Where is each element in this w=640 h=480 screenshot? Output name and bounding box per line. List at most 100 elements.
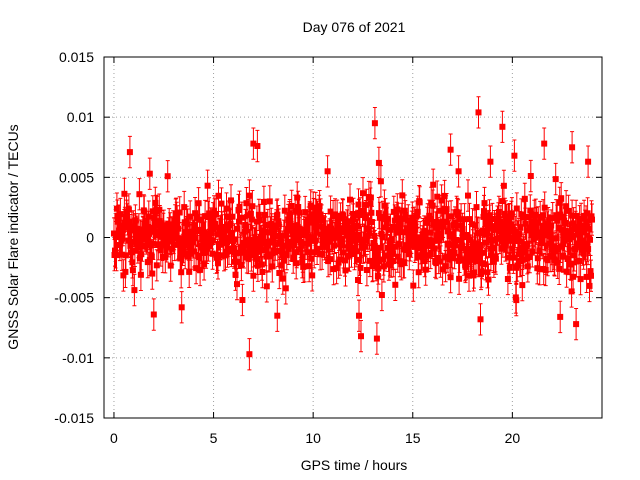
data-point (275, 221, 282, 228)
data-point (254, 255, 261, 262)
data-point (570, 273, 577, 280)
data-point (392, 281, 399, 288)
data-point (184, 221, 191, 228)
data-point (558, 195, 565, 202)
data-point (136, 191, 143, 198)
data-point (181, 204, 188, 211)
data-point (236, 203, 243, 210)
data-point (396, 258, 403, 265)
data-point (150, 311, 157, 318)
data-point (373, 335, 380, 342)
data-point (434, 193, 441, 200)
data-point (339, 242, 345, 249)
data-point (202, 230, 209, 237)
data-point (123, 212, 130, 219)
data-point (466, 216, 473, 223)
data-point (506, 264, 513, 271)
data-point (518, 238, 525, 245)
data-point (322, 226, 329, 233)
data-point (421, 228, 428, 235)
data-point (413, 213, 420, 220)
data-point (304, 249, 311, 256)
data-point (111, 230, 117, 237)
data-point (443, 206, 450, 213)
data-point (306, 214, 313, 221)
data-point (347, 237, 354, 244)
data-point (557, 313, 564, 320)
data-point (546, 240, 553, 247)
data-point (260, 199, 267, 205)
data-point (317, 211, 324, 218)
data-point (464, 258, 470, 265)
data-point (467, 237, 473, 243)
data-point (312, 205, 319, 211)
data-point (363, 267, 370, 273)
data-point (382, 224, 389, 231)
data-point (448, 213, 455, 220)
data-point (459, 226, 466, 232)
data-point (301, 263, 308, 270)
data-point (395, 215, 402, 222)
data-point (255, 246, 262, 253)
data-point (556, 199, 563, 206)
data-point (585, 246, 592, 252)
data-point (280, 252, 287, 259)
data-point (131, 287, 138, 294)
data-point (499, 198, 506, 205)
data-point (298, 242, 305, 249)
data-point (503, 238, 510, 244)
data-point (441, 193, 448, 199)
data-point (203, 249, 210, 256)
data-point (485, 276, 492, 283)
data-point (139, 242, 146, 249)
data-point (148, 253, 155, 260)
data-point (479, 249, 486, 256)
data-point (507, 228, 514, 235)
data-point (572, 246, 579, 253)
data-point (451, 250, 458, 256)
data-point (452, 242, 459, 249)
x-tick-label: 5 (210, 430, 218, 446)
data-point (275, 218, 282, 225)
data-point (444, 228, 451, 235)
data-point (150, 225, 157, 231)
data-point (507, 237, 514, 244)
data-point (577, 236, 584, 243)
data-point (588, 213, 595, 220)
data-point (549, 215, 556, 222)
data-point (125, 206, 132, 213)
data-point (209, 250, 216, 257)
data-point (122, 252, 129, 259)
data-point (456, 253, 463, 260)
data-point (504, 276, 511, 282)
data-point (205, 214, 212, 220)
data-point (458, 216, 465, 223)
data-point (258, 238, 265, 245)
data-point (268, 220, 275, 227)
data-point (309, 272, 316, 279)
data-point (304, 240, 311, 247)
data-point (238, 214, 245, 221)
data-point (560, 232, 567, 238)
data-point (218, 200, 225, 207)
data-point (129, 259, 136, 266)
data-point (408, 234, 415, 241)
data-point (187, 213, 194, 220)
data-point (509, 245, 516, 252)
data-point (566, 234, 573, 241)
data-point (449, 231, 456, 238)
data-point (312, 237, 319, 244)
data-point (414, 240, 421, 247)
data-point (246, 351, 253, 358)
data-point (407, 238, 414, 245)
data-point (399, 192, 406, 199)
data-point (305, 233, 312, 240)
data-point (568, 261, 575, 268)
data-point (201, 261, 208, 268)
data-point (388, 237, 395, 243)
data-point (156, 206, 163, 213)
data-point (422, 266, 429, 273)
data-point (290, 236, 297, 242)
data-point (175, 225, 182, 232)
data-point (577, 276, 584, 283)
